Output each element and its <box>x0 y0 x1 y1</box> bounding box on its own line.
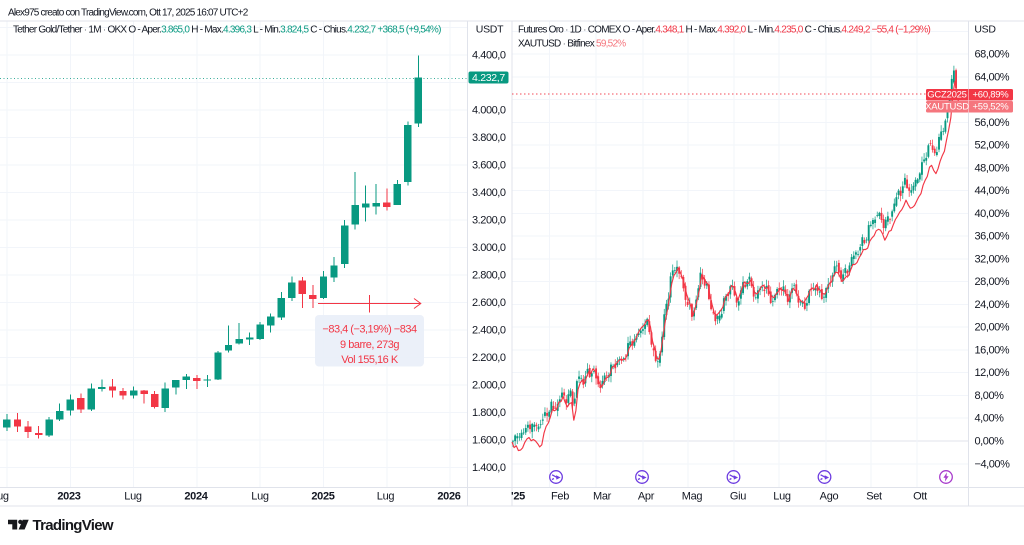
svg-text:+60,89%: +60,89% <box>972 90 1009 101</box>
svg-text:2.000,0: 2.000,0 <box>472 380 506 392</box>
svg-text:0,00%: 0,00% <box>975 436 1005 448</box>
svg-text:USDT: USDT <box>476 24 504 36</box>
svg-text:Mar: Mar <box>593 491 612 503</box>
svg-text:2.800,0: 2.800,0 <box>472 270 506 282</box>
svg-text:20,00%: 20,00% <box>975 322 1010 334</box>
svg-text:Lug: Lug <box>773 491 791 503</box>
svg-text:3.000,0: 3.000,0 <box>472 242 506 254</box>
svg-text:XAUTUSD · Bitfinex 59,52%: XAUTUSD · Bitfinex 59,52% <box>518 39 626 50</box>
svg-text:TradingView: TradingView <box>33 517 114 534</box>
svg-text:3.400,0: 3.400,0 <box>472 187 506 199</box>
svg-text:XAUTUSD: XAUTUSD <box>925 102 969 113</box>
svg-text:1.800,0: 1.800,0 <box>472 407 506 419</box>
svg-text:−83,4 (−3,19%) −834: −83,4 (−3,19%) −834 <box>322 324 417 336</box>
svg-text:Lug: Lug <box>124 491 142 503</box>
svg-text:4,00%: 4,00% <box>975 413 1005 425</box>
svg-text:24,00%: 24,00% <box>975 299 1010 311</box>
svg-text:2.200,0: 2.200,0 <box>472 352 506 364</box>
svg-text:+59,52%: +59,52% <box>972 102 1009 113</box>
svg-text:2024: 2024 <box>184 491 208 503</box>
svg-text:52,00%: 52,00% <box>975 140 1010 152</box>
svg-text:16,00%: 16,00% <box>975 345 1010 357</box>
svg-text:Lug: Lug <box>251 491 269 503</box>
svg-text:Tether Gold/Tether · 1M · OKX: Tether Gold/Tether · 1M · OKX O - Aper.3… <box>13 25 441 36</box>
svg-text:8,00%: 8,00% <box>975 390 1005 402</box>
svg-text:Futures Oro · 1D · COMEX O -: Futures Oro · 1D · COMEX O - Aper.4.348,… <box>518 25 931 36</box>
svg-text:3.200,0: 3.200,0 <box>472 215 506 227</box>
svg-text:36,00%: 36,00% <box>975 231 1010 243</box>
svg-text:44,00%: 44,00% <box>975 185 1010 197</box>
svg-text:Vol 155,16 K: Vol 155,16 K <box>341 354 399 366</box>
svg-text:Feb: Feb <box>551 491 569 503</box>
svg-text:2.600,0: 2.600,0 <box>472 297 506 309</box>
svg-text:9 barre, 273g: 9 barre, 273g <box>340 339 399 351</box>
svg-text:2023: 2023 <box>57 491 80 503</box>
svg-text:Ott: Ott <box>913 491 927 503</box>
svg-text:3.800,0: 3.800,0 <box>472 132 506 144</box>
svg-text:68,00%: 68,00% <box>975 49 1010 61</box>
svg-text:32,00%: 32,00% <box>975 253 1010 265</box>
svg-text:2.400,0: 2.400,0 <box>472 325 506 337</box>
svg-text:4.232,7: 4.232,7 <box>472 72 505 84</box>
svg-text:Lug: Lug <box>377 491 395 503</box>
svg-text:'25: '25 <box>511 491 525 503</box>
svg-text:28,00%: 28,00% <box>975 276 1010 288</box>
svg-text:GCZ2025: GCZ2025 <box>927 90 966 101</box>
svg-text:56,00%: 56,00% <box>975 117 1010 129</box>
svg-text:1.400,0: 1.400,0 <box>472 462 506 474</box>
svg-text:48,00%: 48,00% <box>975 162 1010 174</box>
svg-text:Lug: Lug <box>0 491 9 503</box>
svg-text:4.000,0: 4.000,0 <box>472 105 506 117</box>
svg-text:Mag: Mag <box>682 491 703 503</box>
svg-text:2026: 2026 <box>437 491 460 503</box>
svg-text:3.600,0: 3.600,0 <box>472 160 506 172</box>
svg-text:1.600,0: 1.600,0 <box>472 435 506 447</box>
svg-text:Apr: Apr <box>638 491 655 503</box>
svg-text:4.400,0: 4.400,0 <box>472 50 506 62</box>
svg-text:12,00%: 12,00% <box>975 367 1010 379</box>
svg-text:USD: USD <box>974 24 996 36</box>
svg-text:Giu: Giu <box>730 491 746 503</box>
svg-text:64,00%: 64,00% <box>975 71 1010 83</box>
svg-text:−4,00%: −4,00% <box>975 458 1011 470</box>
svg-text:40,00%: 40,00% <box>975 208 1010 220</box>
svg-text:Ago: Ago <box>820 491 839 503</box>
svg-text:Set: Set <box>866 491 882 503</box>
svg-text:2025: 2025 <box>311 491 334 503</box>
svg-text:Alex975 creato con TradingView: Alex975 creato con TradingView.com, Ott … <box>8 8 249 19</box>
